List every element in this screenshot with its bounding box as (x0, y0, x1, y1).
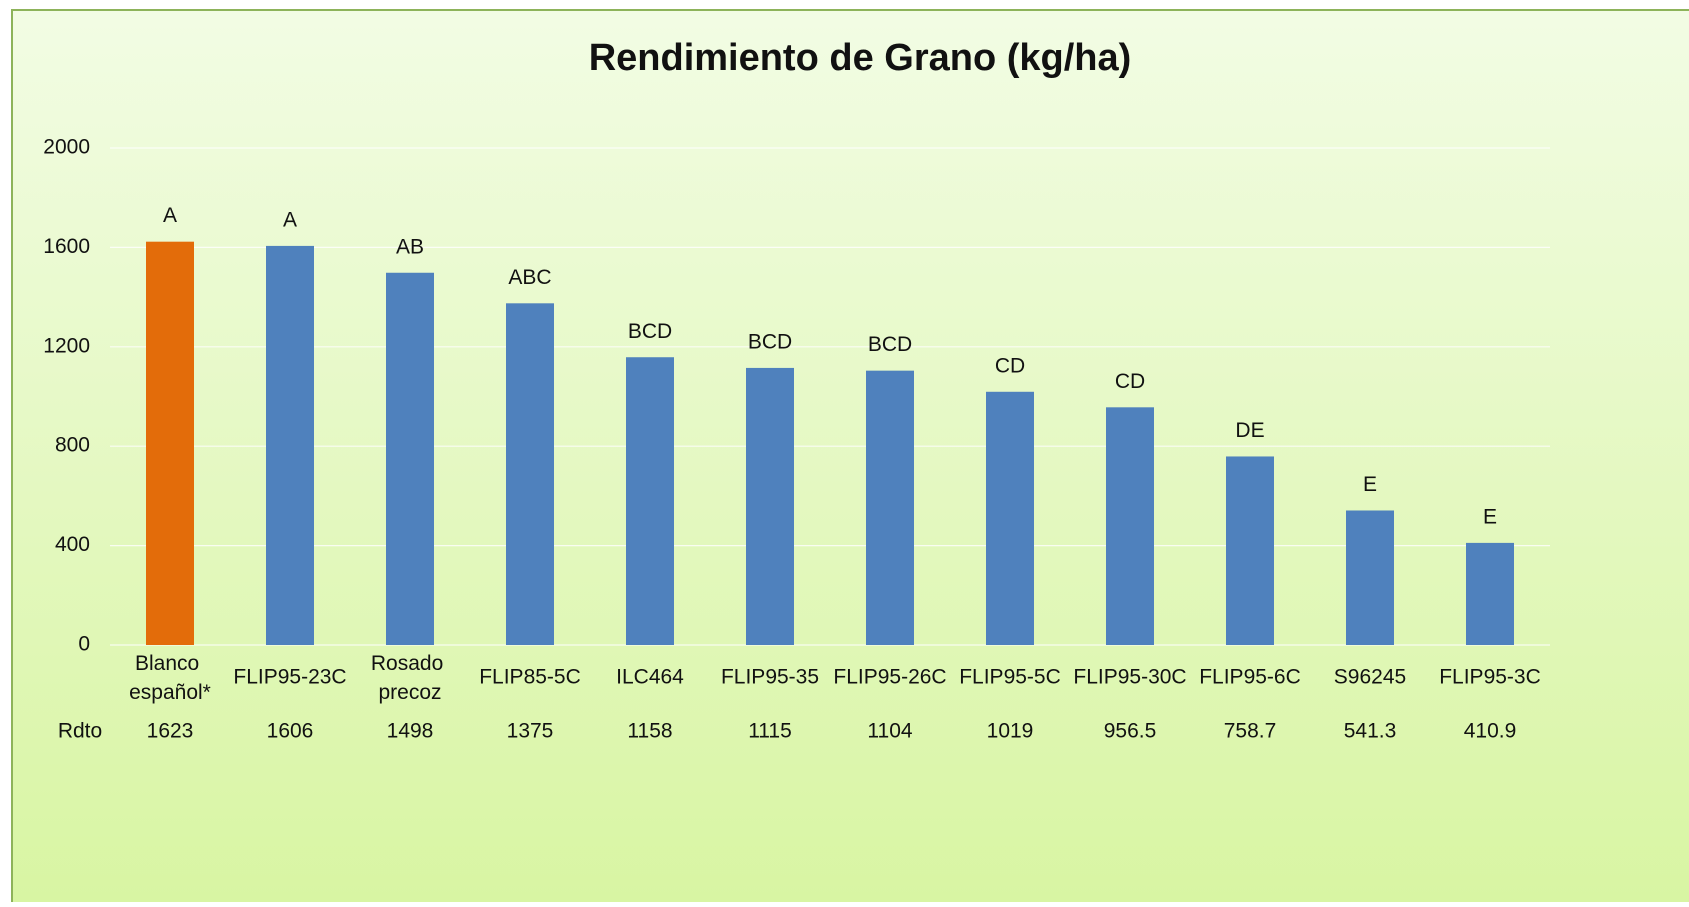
bar (1466, 542, 1514, 645)
bar (866, 370, 914, 645)
table-value: 541.3 (1344, 720, 1397, 743)
bar (626, 357, 674, 645)
bar (506, 303, 554, 645)
x-tick-label: FLIP95-5C (959, 666, 1061, 689)
x-tick-label: FLIP95-6C (1199, 666, 1301, 689)
annotation: E (1483, 505, 1497, 528)
y-tick-label: 1600 (43, 235, 90, 258)
annotation: CD (1115, 370, 1145, 393)
bar (1346, 510, 1394, 645)
bar (986, 391, 1034, 645)
table-value: 758.7 (1224, 720, 1277, 743)
annotation: DE (1235, 419, 1264, 442)
table-value: 1104 (867, 720, 912, 743)
x-tick-label: FLIP95-26C (833, 666, 946, 689)
table-value: 1606 (267, 720, 314, 743)
table-value: 1115 (748, 720, 792, 743)
table-value: 1158 (627, 720, 672, 743)
chart-background (11, 9, 1689, 907)
annotation: A (283, 208, 297, 231)
table-value: 1623 (147, 720, 194, 743)
annotation: AB (396, 235, 424, 258)
table-value: 956.5 (1104, 720, 1157, 743)
x-tick-label: FLIP95-30C (1073, 666, 1186, 689)
y-tick-label: 0 (78, 633, 90, 656)
y-tick-label: 1200 (43, 334, 90, 357)
bar (266, 245, 314, 645)
y-tick-label: 2000 (43, 136, 90, 159)
table-value: 1019 (987, 720, 1034, 743)
x-tick-label: FLIP95-35 (721, 666, 819, 689)
x-tick-label: FLIP85-5C (479, 666, 581, 689)
annotation: A (163, 204, 177, 227)
x-tick-label: FLIP95-3C (1439, 666, 1541, 689)
table-value: 410.9 (1464, 720, 1517, 743)
annotation: BCD (748, 330, 792, 353)
y-tick-label: 800 (55, 434, 90, 457)
annotation: BCD (628, 320, 672, 343)
annotation: BCD (868, 333, 912, 356)
table-row-label: Rdto (58, 720, 102, 743)
x-tick-label: Blanco español* (129, 652, 211, 704)
table-value: 1498 (387, 720, 434, 743)
bar (386, 272, 434, 645)
annotation: E (1363, 473, 1377, 496)
x-tick-label: S96245 (1334, 666, 1406, 689)
bar (746, 367, 794, 645)
annotation: ABC (508, 266, 551, 289)
table-value: 1375 (507, 720, 554, 743)
x-tick-label: ILC464 (616, 666, 684, 689)
x-tick-label: FLIP95-23C (233, 666, 346, 689)
y-tick-label: 400 (55, 533, 90, 556)
bar (1106, 407, 1154, 645)
annotation: CD (995, 354, 1025, 377)
bar (146, 241, 194, 645)
x-tick-label: Rosado precoz (371, 652, 449, 704)
chart-title: Rendimiento de Grano (kg/ha) (589, 37, 1132, 79)
bar (1226, 456, 1274, 645)
